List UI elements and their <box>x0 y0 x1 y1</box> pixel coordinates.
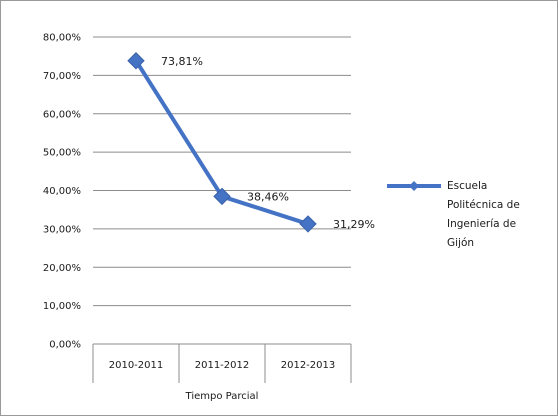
y-tick-label: 50,00% <box>43 148 81 159</box>
y-tick-label: 40,00% <box>43 186 81 197</box>
y-tick-label: 30,00% <box>43 224 81 235</box>
legend-label: Gijón <box>447 237 474 249</box>
x-tick-label: 2010-2011 <box>109 360 164 371</box>
data-point-marker <box>127 52 145 70</box>
legend-marker <box>409 181 419 191</box>
data-label: 73,81% <box>161 55 203 68</box>
data-point-marker <box>213 187 231 206</box>
legend-label: Politécnica de <box>447 199 520 211</box>
x-axis-title: Tiempo Parcial <box>185 391 259 402</box>
y-tick-label: 70,00% <box>43 71 81 82</box>
legend-label: Ingeniería de <box>447 218 516 230</box>
y-tick-label: 0,00% <box>49 340 81 351</box>
y-tick-label: 60,00% <box>43 109 81 120</box>
data-label: 31,29% <box>333 218 375 231</box>
y-tick-label: 10,00% <box>43 301 81 312</box>
legend-label: Escuela <box>447 180 487 192</box>
x-tick-label: 2012-2013 <box>281 360 336 371</box>
data-point-marker <box>299 215 317 233</box>
y-tick-label: 80,00% <box>43 33 81 44</box>
x-tick-label: 2011-2012 <box>195 360 250 371</box>
data-label: 38,46% <box>247 190 289 203</box>
y-tick-label: 20,00% <box>43 263 81 274</box>
